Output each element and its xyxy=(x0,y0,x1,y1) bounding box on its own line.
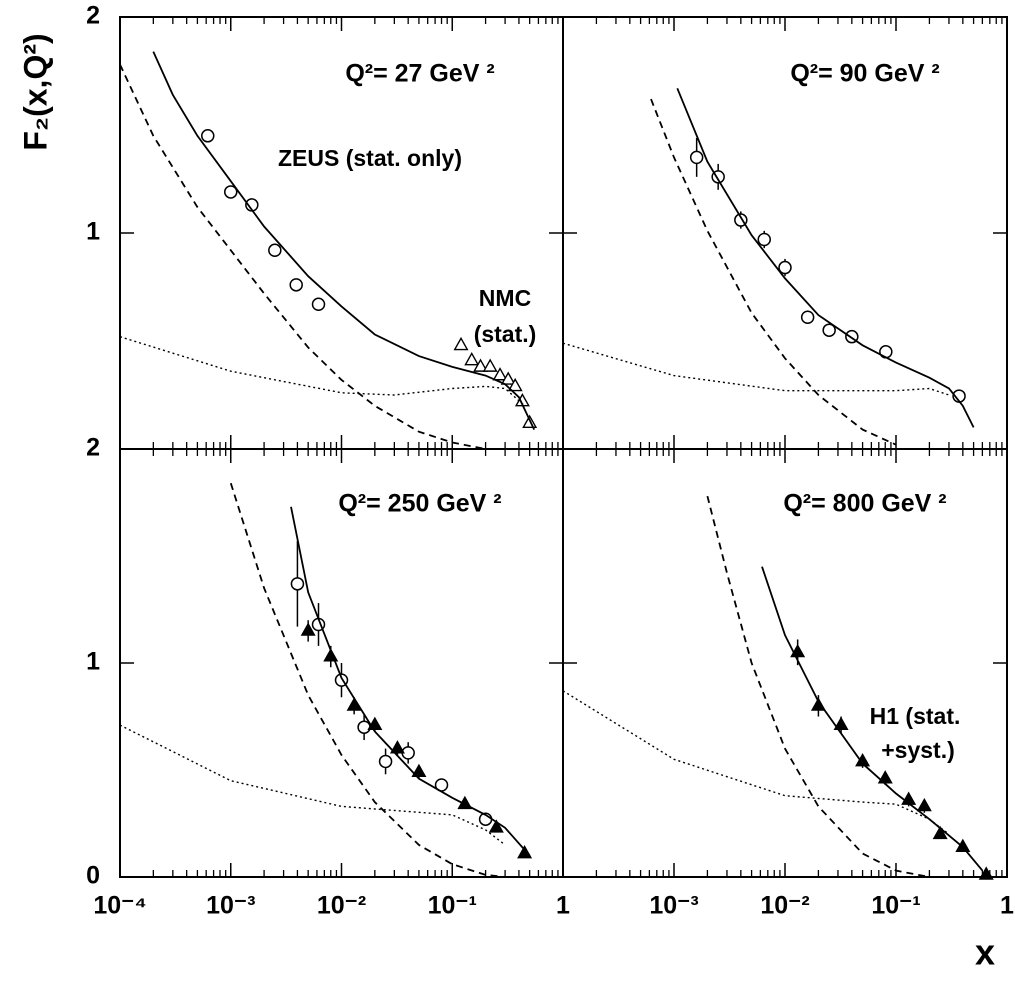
curve-dashed xyxy=(229,482,506,878)
panel: Q²= 90 GeV ² xyxy=(562,16,1008,450)
x-tick-label: 10⁻² xyxy=(760,892,809,920)
curve-solid xyxy=(152,51,536,430)
y-tick-label: 2 xyxy=(86,434,100,462)
x-tick-label: 10⁻⁴ xyxy=(93,892,146,920)
x-tick-label: 10⁻³ xyxy=(206,892,255,920)
data-point xyxy=(378,754,393,769)
x-tick-label: 1 xyxy=(1000,892,1014,920)
data-point xyxy=(800,310,815,324)
curve-dotted xyxy=(119,336,526,407)
data-point xyxy=(300,622,316,636)
data-point xyxy=(833,716,849,730)
x-tick-label: 10⁻¹ xyxy=(428,892,477,920)
y-tick-label: 2 xyxy=(86,2,100,30)
annotation: Q²= 250 GeV ² xyxy=(338,490,501,518)
annotation: ZEUS (stat. only) xyxy=(278,145,462,171)
curve-solid xyxy=(761,566,984,872)
annotation: H1 (stat. xyxy=(870,703,961,729)
data-point xyxy=(224,185,238,199)
data-point xyxy=(500,371,516,385)
data-point xyxy=(201,129,215,143)
data-point xyxy=(473,358,489,372)
panel-frame xyxy=(119,16,564,450)
data-point xyxy=(492,367,508,381)
data-point xyxy=(311,297,326,312)
annotation: Q²= 90 GeV ² xyxy=(790,60,939,88)
x-tick-label: 10⁻¹ xyxy=(871,892,920,920)
data-point xyxy=(689,150,704,165)
curve-dotted xyxy=(562,342,950,396)
curve-dotted xyxy=(562,690,950,835)
curve-dashed xyxy=(706,495,930,878)
data-point xyxy=(778,260,792,275)
data-point xyxy=(389,740,405,754)
data-point xyxy=(955,838,971,852)
annotation: +syst.) xyxy=(881,737,955,763)
data-point xyxy=(357,720,371,734)
data-point xyxy=(482,358,498,372)
x-tick-label: 10⁻² xyxy=(317,892,366,920)
panel: 10⁻³ 10⁻² 10⁻¹ 1 Q²= 800 GeV ² H1 (stat. +syst… xyxy=(562,448,1014,973)
data-point xyxy=(822,323,836,337)
curve-solid xyxy=(676,87,975,428)
y-tick-label: 0 xyxy=(86,862,100,890)
data-point xyxy=(916,797,932,812)
annotation: (stat.) xyxy=(474,321,537,347)
curve-solid xyxy=(290,506,531,857)
annotation: Q²= 27 GeV ² xyxy=(345,60,494,88)
data-point xyxy=(290,577,305,591)
data-point xyxy=(978,866,994,880)
y-axis-label: F₂(x,Q²) xyxy=(17,33,53,150)
panel: 1 2 Q²= 27 GeV ² ZEUS (stat. only) NMC (stat.… xyxy=(17,2,564,450)
data-point xyxy=(411,763,427,778)
panel: 10⁻⁴ 10⁻³ 10⁻² 10⁻¹ 1 0 1 2 Q²= 250 GeV ² xyxy=(86,434,570,920)
y-tick-label: 1 xyxy=(86,648,100,676)
data-point xyxy=(757,232,771,247)
data-point xyxy=(507,377,523,392)
annotation: NMC xyxy=(479,285,531,311)
x-tick-label: 1 xyxy=(556,892,570,920)
data-point xyxy=(932,825,948,840)
data-point xyxy=(488,819,504,833)
annotation: Q²= 800 GeV ² xyxy=(783,490,946,518)
data-point xyxy=(464,352,480,366)
x-tick-label: 10⁻³ xyxy=(649,892,698,920)
curve-dashed xyxy=(119,64,486,450)
x-axis-label: x xyxy=(975,932,995,973)
curve-dashed xyxy=(650,98,897,446)
data-point xyxy=(268,243,282,258)
y-tick-label: 1 xyxy=(86,218,100,246)
data-point xyxy=(453,336,469,351)
data-point xyxy=(289,278,303,292)
